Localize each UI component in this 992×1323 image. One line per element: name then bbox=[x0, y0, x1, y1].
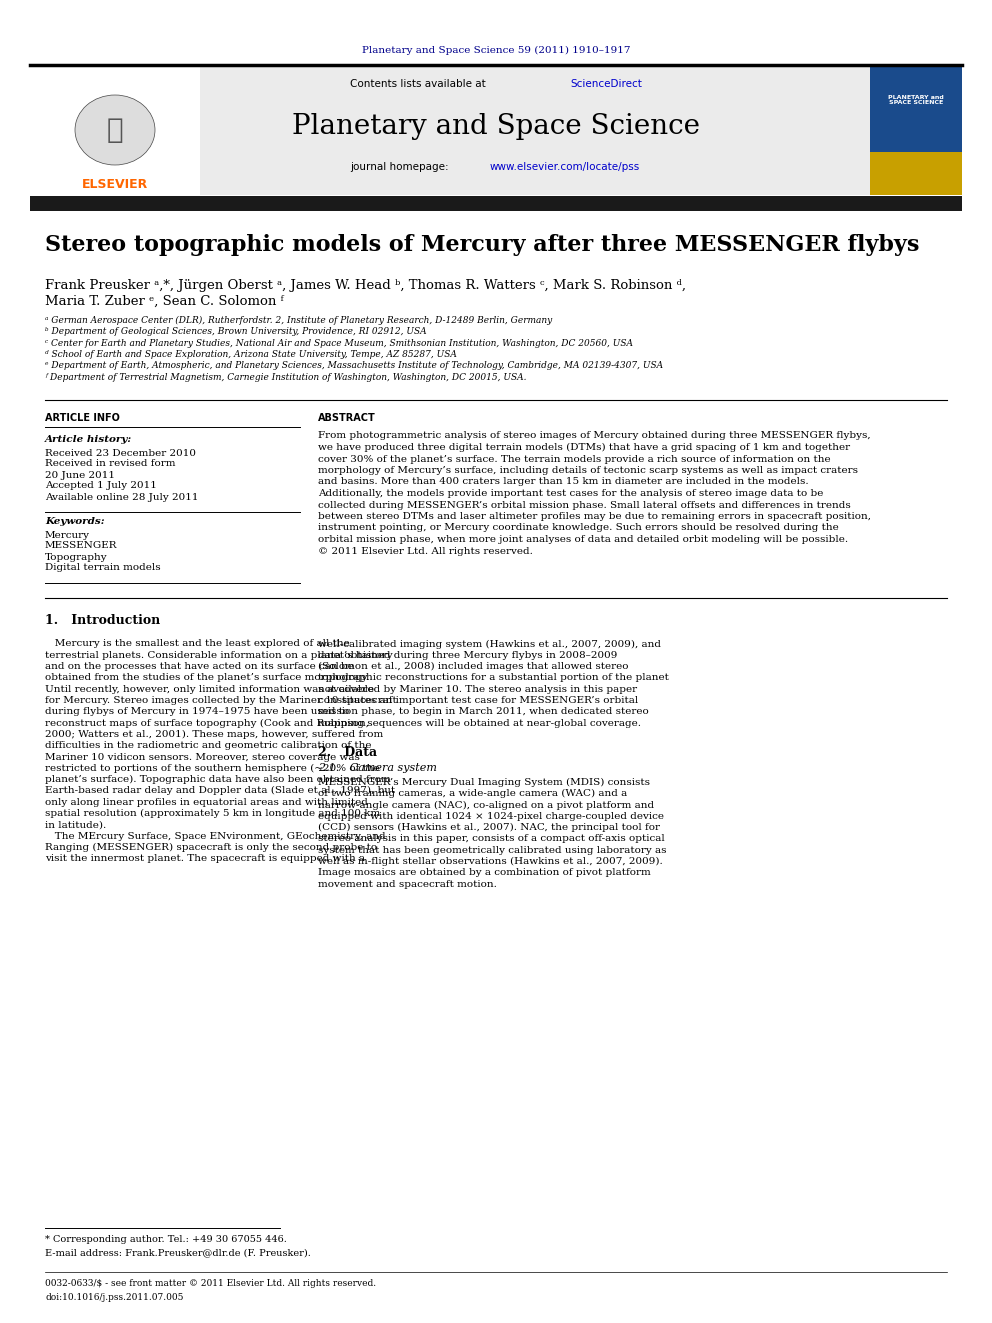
Text: mission phase, to begin in March 2011, when dedicated stereo: mission phase, to begin in March 2011, w… bbox=[318, 708, 649, 716]
Text: Mercury: Mercury bbox=[45, 531, 90, 540]
Text: collected during MESSENGER’s orbital mission phase. Small lateral offsets and di: collected during MESSENGER’s orbital mis… bbox=[318, 500, 851, 509]
Text: in latitude).: in latitude). bbox=[45, 820, 106, 830]
Text: 2000; Watters et al., 2001). These maps, however, suffered from: 2000; Watters et al., 2001). These maps,… bbox=[45, 730, 383, 740]
Text: spatial resolution (approximately 5 km in longitude and 100 km: spatial resolution (approximately 5 km i… bbox=[45, 808, 380, 818]
Text: Contents lists available at: Contents lists available at bbox=[350, 79, 489, 89]
Text: ARTICLE INFO: ARTICLE INFO bbox=[45, 413, 120, 423]
Text: well as in-flight stellar observations (Hawkins et al., 2007, 2009).: well as in-flight stellar observations (… bbox=[318, 857, 663, 867]
Text: system that has been geometrically calibrated using laboratory as: system that has been geometrically calib… bbox=[318, 845, 667, 855]
Bar bbox=[870, 67, 962, 194]
Text: ᵃ German Aerospace Center (DLR), Rutherfordstr. 2, Institute of Planetary Resear: ᵃ German Aerospace Center (DLR), Rutherf… bbox=[45, 315, 553, 324]
Text: visit the innermost planet. The spacecraft is equipped with a: visit the innermost planet. The spacecra… bbox=[45, 855, 365, 863]
Text: movement and spacecraft motion.: movement and spacecraft motion. bbox=[318, 880, 497, 889]
Text: MESSENGER: MESSENGER bbox=[45, 541, 117, 550]
Text: * Corresponding author. Tel.: +49 30 67055 446.: * Corresponding author. Tel.: +49 30 670… bbox=[45, 1236, 287, 1245]
Text: Digital terrain models: Digital terrain models bbox=[45, 564, 161, 573]
Text: Earth-based radar delay and Doppler data (Slade et al., 1997), but: Earth-based radar delay and Doppler data… bbox=[45, 786, 395, 795]
Text: Article history:: Article history: bbox=[45, 435, 132, 445]
Text: Accepted 1 July 2011: Accepted 1 July 2011 bbox=[45, 482, 157, 491]
Text: ᵉ Department of Earth, Atmospheric, and Planetary Sciences, Massachusetts Instit: ᵉ Department of Earth, Atmospheric, and … bbox=[45, 361, 663, 370]
Text: © 2011 Elsevier Ltd. All rights reserved.: © 2011 Elsevier Ltd. All rights reserved… bbox=[318, 546, 533, 556]
Text: ELSEVIER: ELSEVIER bbox=[82, 179, 148, 192]
Text: well-calibrated imaging system (Hawkins et al., 2007, 2009), and: well-calibrated imaging system (Hawkins … bbox=[318, 639, 661, 648]
Text: Received 23 December 2010: Received 23 December 2010 bbox=[45, 448, 196, 458]
Text: topographic reconstructions for a substantial portion of the planet: topographic reconstructions for a substa… bbox=[318, 673, 669, 683]
Text: From photogrammetric analysis of stereo images of Mercury obtained during three : From photogrammetric analysis of stereo … bbox=[318, 431, 871, 441]
Text: The MErcury Surface, Space ENvironment, GEochemistry, and: The MErcury Surface, Space ENvironment, … bbox=[45, 832, 386, 840]
Text: planet’s surface). Topographic data have also been obtained from: planet’s surface). Topographic data have… bbox=[45, 775, 391, 785]
Text: and on the processes that have acted on its surface can be: and on the processes that have acted on … bbox=[45, 662, 354, 671]
Text: 2.1.   Camera system: 2.1. Camera system bbox=[318, 763, 436, 774]
Text: Stereo topographic models of Mercury after three MESSENGER flybys: Stereo topographic models of Mercury aft… bbox=[45, 234, 920, 255]
Text: 🌳: 🌳 bbox=[107, 116, 123, 144]
Bar bbox=[870, 67, 962, 152]
Text: 20 June 2011: 20 June 2011 bbox=[45, 471, 115, 479]
Text: Image mosaics are obtained by a combination of pivot platform: Image mosaics are obtained by a combinat… bbox=[318, 868, 651, 877]
Text: stereo analysis in this paper, consists of a compact off-axis optical: stereo analysis in this paper, consists … bbox=[318, 835, 665, 843]
Text: only along linear profiles in equatorial areas and with limited: only along linear profiles in equatorial… bbox=[45, 798, 368, 807]
Text: terrestrial planets. Considerable information on a planet’s history: terrestrial planets. Considerable inform… bbox=[45, 651, 393, 660]
Text: Received in revised form: Received in revised form bbox=[45, 459, 176, 468]
Text: Planetary and Space Science 59 (2011) 1910–1917: Planetary and Space Science 59 (2011) 19… bbox=[362, 45, 630, 54]
Text: ᶜ Center for Earth and Planetary Studies, National Air and Space Museum, Smithso: ᶜ Center for Earth and Planetary Studies… bbox=[45, 339, 633, 348]
Text: and basins. More than 400 craters larger than 15 km in diameter are included in : and basins. More than 400 craters larger… bbox=[318, 478, 808, 487]
Text: equipped with identical 1024 × 1024-pixel charge-coupled device: equipped with identical 1024 × 1024-pixe… bbox=[318, 812, 664, 820]
Text: Topography: Topography bbox=[45, 553, 107, 561]
Text: Frank Preusker ᵃ,*, Jürgen Oberst ᵃ, James W. Head ᵇ, Thomas R. Watters ᶜ, Mark : Frank Preusker ᵃ,*, Jürgen Oberst ᵃ, Jam… bbox=[45, 279, 686, 291]
Text: (Solomon et al., 2008) included images that allowed stereo: (Solomon et al., 2008) included images t… bbox=[318, 662, 629, 671]
Text: Available online 28 July 2011: Available online 28 July 2011 bbox=[45, 492, 198, 501]
Text: E-mail address: Frank.Preusker@dlr.de (F. Preusker).: E-mail address: Frank.Preusker@dlr.de (F… bbox=[45, 1249, 310, 1257]
Text: during flybys of Mercury in 1974–1975 have been used to: during flybys of Mercury in 1974–1975 ha… bbox=[45, 708, 349, 716]
Text: mapping sequences will be obtained at near-global coverage.: mapping sequences will be obtained at ne… bbox=[318, 718, 641, 728]
Text: narrow-angle camera (NAC), co-aligned on a pivot platform and: narrow-angle camera (NAC), co-aligned on… bbox=[318, 800, 654, 810]
Ellipse shape bbox=[75, 95, 155, 165]
Text: morphology of Mercury’s surface, including details of tectonic scarp systems as : morphology of Mercury’s surface, includi… bbox=[318, 466, 858, 475]
Text: Mercury is the smallest and the least explored of all the: Mercury is the smallest and the least ex… bbox=[45, 639, 350, 648]
Text: doi:10.1016/j.pss.2011.07.005: doi:10.1016/j.pss.2011.07.005 bbox=[45, 1293, 184, 1302]
Text: ABSTRACT: ABSTRACT bbox=[318, 413, 376, 423]
Bar bbox=[30, 67, 200, 194]
Text: Ranging (MESSENGER) spacecraft is only the second probe to: Ranging (MESSENGER) spacecraft is only t… bbox=[45, 843, 377, 852]
Text: (CCD) sensors (Hawkins et al., 2007). NAC, the principal tool for: (CCD) sensors (Hawkins et al., 2007). NA… bbox=[318, 823, 660, 832]
Text: 2.   Data: 2. Data bbox=[318, 746, 377, 759]
Text: ᵈ School of Earth and Space Exploration, Arizona State University, Tempe, AZ 852: ᵈ School of Earth and Space Exploration,… bbox=[45, 351, 457, 359]
Text: 0032-0633/$ - see front matter © 2011 Elsevier Ltd. All rights reserved.: 0032-0633/$ - see front matter © 2011 El… bbox=[45, 1279, 376, 1289]
Bar bbox=[30, 67, 870, 194]
Text: constitutes an important test case for MESSENGER’s orbital: constitutes an important test case for M… bbox=[318, 696, 638, 705]
Text: ᵇ Department of Geological Sciences, Brown University, Providence, RI 02912, USA: ᵇ Department of Geological Sciences, Bro… bbox=[45, 327, 427, 336]
Text: restricted to portions of the southern hemisphere (~20% of the: restricted to portions of the southern h… bbox=[45, 763, 380, 773]
Text: for Mercury. Stereo images collected by the Mariner 10 spacecraft: for Mercury. Stereo images collected by … bbox=[45, 696, 397, 705]
Text: cover 30% of the planet’s surface. The terrain models provide a rich source of i: cover 30% of the planet’s surface. The t… bbox=[318, 455, 830, 463]
Text: Keywords:: Keywords: bbox=[45, 517, 104, 527]
Text: between stereo DTMs and laser altimeter profiles may be due to remaining errors : between stereo DTMs and laser altimeter … bbox=[318, 512, 871, 521]
Text: Mariner 10 vidicon sensors. Moreover, stereo coverage was: Mariner 10 vidicon sensors. Moreover, st… bbox=[45, 753, 360, 762]
Text: ᶠ Department of Terrestrial Magnetism, Carnegie Institution of Washington, Washi: ᶠ Department of Terrestrial Magnetism, C… bbox=[45, 373, 527, 382]
Text: obtained from the studies of the planet’s surface morphology.: obtained from the studies of the planet’… bbox=[45, 673, 369, 683]
Text: ScienceDirect: ScienceDirect bbox=[570, 79, 642, 89]
Text: we have produced three digital terrain models (DTMs) that have a grid spacing of: we have produced three digital terrain m… bbox=[318, 443, 850, 452]
Text: of two framing cameras, a wide-angle camera (WAC) and a: of two framing cameras, a wide-angle cam… bbox=[318, 789, 627, 798]
Text: not covered by Mariner 10. The stereo analysis in this paper: not covered by Mariner 10. The stereo an… bbox=[318, 685, 637, 693]
Text: journal homepage:: journal homepage: bbox=[350, 161, 452, 172]
Text: Until recently, however, only limited information was available: Until recently, however, only limited in… bbox=[45, 685, 374, 693]
Text: Additionally, the models provide important test cases for the analysis of stereo: Additionally, the models provide importa… bbox=[318, 490, 823, 497]
Text: MESSENGER’s Mercury Dual Imaging System (MDIS) consists: MESSENGER’s Mercury Dual Imaging System … bbox=[318, 778, 650, 787]
Text: www.elsevier.com/locate/pss: www.elsevier.com/locate/pss bbox=[490, 161, 640, 172]
Text: data obtained during three Mercury flybys in 2008–2009: data obtained during three Mercury flyby… bbox=[318, 651, 617, 660]
Text: Planetary and Space Science: Planetary and Space Science bbox=[292, 114, 700, 140]
Text: instrument pointing, or Mercury coordinate knowledge. Such errors should be reso: instrument pointing, or Mercury coordina… bbox=[318, 524, 839, 532]
Text: Maria T. Zuber ᵉ, Sean C. Solomon ᶠ: Maria T. Zuber ᵉ, Sean C. Solomon ᶠ bbox=[45, 295, 284, 307]
Text: orbital mission phase, when more joint analyses of data and detailed orbit model: orbital mission phase, when more joint a… bbox=[318, 534, 848, 544]
Text: difficulties in the radiometric and geometric calibration of the: difficulties in the radiometric and geom… bbox=[45, 741, 371, 750]
Bar bbox=[30, 196, 962, 210]
Text: PLANETARY and
SPACE SCIENCE: PLANETARY and SPACE SCIENCE bbox=[888, 95, 943, 106]
Text: reconstruct maps of surface topography (Cook and Robinson,: reconstruct maps of surface topography (… bbox=[45, 718, 369, 728]
Text: 1.   Introduction: 1. Introduction bbox=[45, 614, 161, 627]
